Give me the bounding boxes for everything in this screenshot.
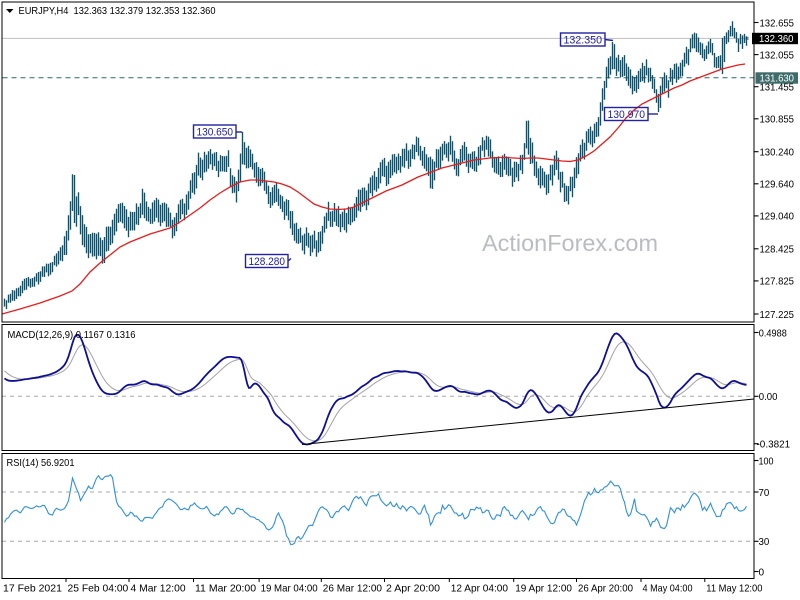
svg-text:RSI(14) 56.9201: RSI(14) 56.9201	[7, 457, 75, 469]
svg-text:11 May 12:00: 11 May 12:00	[706, 583, 762, 595]
svg-text:130.240: 130.240	[760, 147, 795, 159]
svg-text:70: 70	[759, 487, 770, 499]
svg-text:128.425: 128.425	[760, 244, 795, 256]
svg-text:ActionForex.com: ActionForex.com	[482, 230, 658, 256]
svg-text:130.650: 130.650	[197, 127, 234, 139]
svg-text:0: 0	[759, 566, 765, 578]
svg-text:4 Mar 12:00: 4 Mar 12:00	[131, 583, 186, 595]
svg-text:127.225: 127.225	[760, 309, 795, 321]
svg-text:19 Mar 04:00: 19 Mar 04:00	[261, 583, 318, 595]
svg-text:130.855: 130.855	[760, 114, 795, 126]
svg-text:129.640: 129.640	[760, 179, 795, 191]
svg-text:127.825: 127.825	[760, 276, 795, 288]
svg-text:MACD(12,26,9) 0.1167 0.1316: MACD(12,26,9) 0.1167 0.1316	[8, 329, 136, 341]
svg-text:30: 30	[759, 536, 770, 548]
svg-text:131.455: 131.455	[760, 82, 795, 94]
svg-text:0.4988: 0.4988	[759, 327, 787, 339]
svg-text:-0.3821: -0.3821	[757, 439, 791, 451]
svg-text:11 Mar 20:00: 11 Mar 20:00	[195, 583, 256, 595]
svg-text:131.630: 131.630	[760, 73, 795, 85]
svg-text:12 Apr 04:00: 12 Apr 04:00	[451, 583, 508, 595]
svg-text:26 Apr 20:00: 26 Apr 20:00	[578, 583, 633, 595]
svg-text:128.280: 128.280	[249, 256, 286, 268]
svg-text:129.040: 129.040	[760, 211, 795, 223]
svg-text:17 Feb 2021: 17 Feb 2021	[3, 583, 62, 595]
svg-text:0.00: 0.00	[759, 391, 778, 403]
svg-text:132.350: 132.350	[564, 35, 603, 47]
svg-text:EURJPY,H4 132.363 132.379 132: EURJPY,H4 132.363 132.379 132.353 132.36…	[19, 5, 216, 17]
svg-text:132.360: 132.360	[759, 33, 794, 45]
svg-text:132.655: 132.655	[760, 17, 795, 29]
svg-text:19 Apr 12:00: 19 Apr 12:00	[515, 583, 572, 595]
svg-text:26 Mar 12:00: 26 Mar 12:00	[323, 583, 382, 595]
svg-text:130.970: 130.970	[608, 109, 646, 121]
svg-text:2 Apr 20:00: 2 Apr 20:00	[386, 583, 440, 595]
svg-text:25 Feb 04:00: 25 Feb 04:00	[68, 583, 129, 595]
svg-text:132.055: 132.055	[760, 49, 795, 61]
svg-text:4 May 04:00: 4 May 04:00	[643, 583, 693, 595]
svg-text:100: 100	[759, 455, 774, 467]
